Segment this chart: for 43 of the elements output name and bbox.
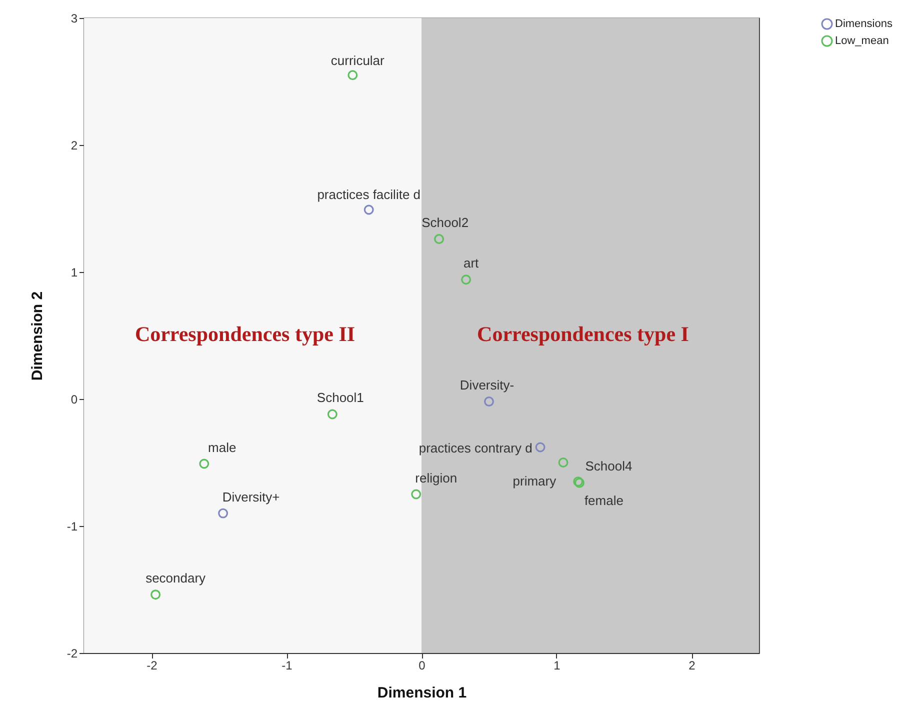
point [434, 234, 444, 244]
x-axis-title: Dimension 1 [377, 684, 467, 702]
annotation: art [463, 256, 480, 271]
annotation: School2 [422, 214, 469, 230]
point [150, 590, 161, 600]
annotation: Diversity- [460, 378, 514, 393]
annotation: practices contrary d [418, 440, 532, 456]
y-tick-label: 0 [70, 392, 78, 406]
annotation: female [584, 492, 624, 508]
y-tick-label: -2 [66, 646, 78, 660]
point [411, 489, 422, 500]
legend-label: Low_mean [835, 35, 889, 47]
y-tick-label: 1 [70, 266, 78, 280]
x-tick-label: 1 [554, 658, 561, 672]
y-tick-label: 2 [70, 138, 78, 152]
point [364, 204, 374, 215]
y-tick-label: 3 [70, 12, 78, 26]
legend-label: Dimensions [835, 18, 893, 30]
point [327, 409, 338, 420]
point [218, 508, 228, 518]
annotation: Diversity+ [222, 489, 280, 504]
annotation: religion [415, 470, 458, 486]
annotation: Correspondences type I [477, 322, 689, 346]
annotation: secondary [146, 570, 206, 586]
annotation: Correspondences type II [134, 322, 356, 346]
annotation: curricular [330, 53, 386, 68]
annotation: School4 [585, 458, 632, 474]
point [348, 70, 358, 80]
point [199, 458, 210, 469]
x-tick-label: -1 [282, 658, 293, 672]
annotation: male [208, 440, 236, 455]
annotation: practices facilite d [317, 186, 421, 202]
point [558, 458, 568, 468]
point [461, 274, 472, 285]
annotation: School1 [316, 390, 364, 406]
y-axis-title: Dimension 2 [28, 291, 46, 381]
x-tick-label: -2 [146, 658, 158, 672]
point [535, 442, 546, 452]
y-tick-label: -1 [66, 520, 78, 534]
annotation: primary [512, 474, 557, 489]
point [484, 396, 494, 407]
x-tick-label: 0 [418, 658, 426, 672]
x-tick-label: 2 [688, 658, 696, 672]
